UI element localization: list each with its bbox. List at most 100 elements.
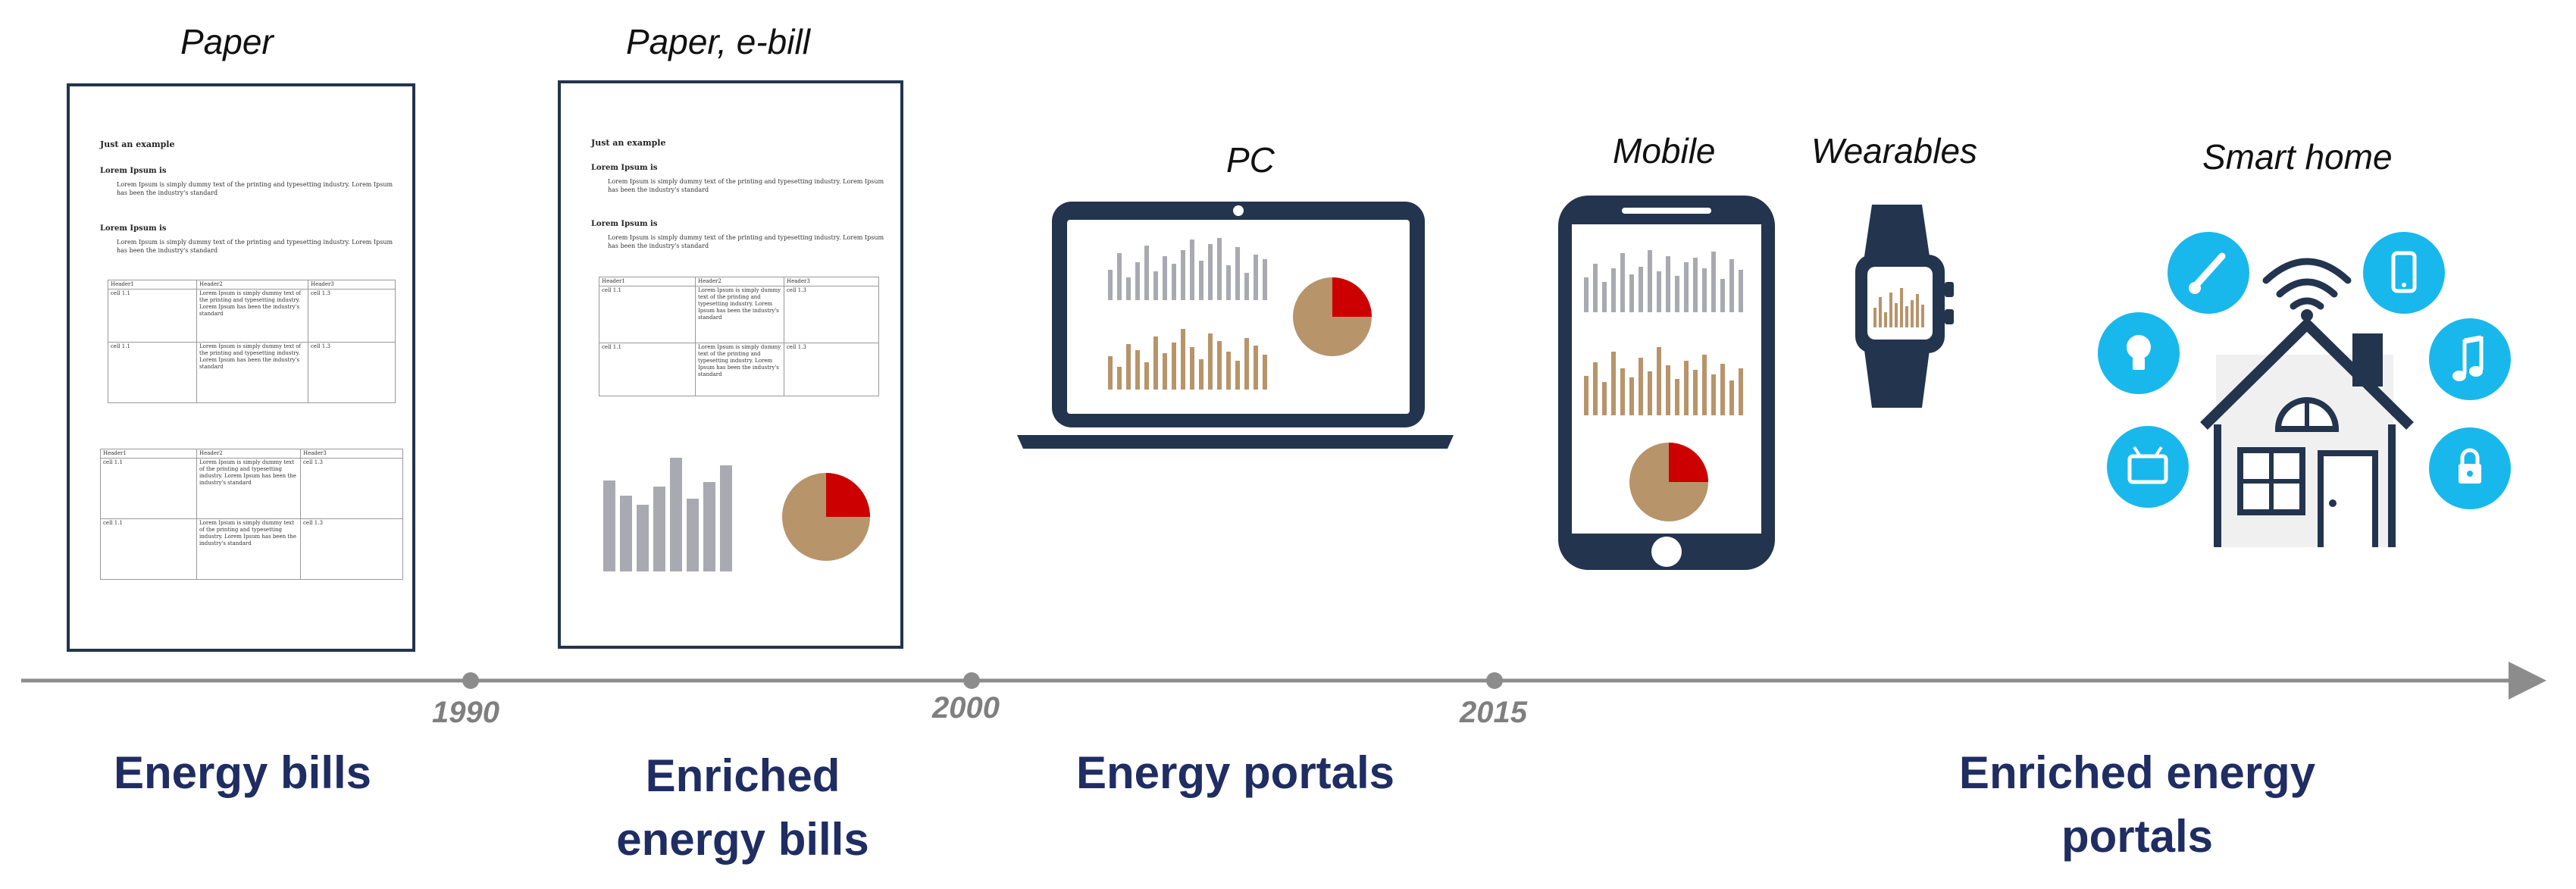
mini-bar: [1235, 247, 1240, 300]
timeline-marker-2000: [963, 672, 980, 689]
mini-bar: [1108, 270, 1113, 300]
mini-bar: [1693, 258, 1698, 312]
laptop-icon: [1017, 202, 1454, 449]
doc-paragraph: Lorem Ipsum is simply dummy text of the …: [608, 178, 884, 193]
music-head-2: [2469, 366, 2483, 377]
thermometer-icon: [2168, 232, 2249, 314]
mini-bar: [1226, 265, 1231, 300]
mini-bar: [1117, 367, 1122, 390]
mini-bar: [1163, 256, 1167, 300]
mini-bar: [1895, 303, 1898, 327]
mini-bar: [1144, 246, 1149, 300]
mini-bar: [1153, 337, 1158, 390]
mini-bar: [603, 480, 615, 571]
laptop-screen: [1067, 220, 1410, 414]
mini-bar: [1584, 277, 1588, 312]
mini-bar: [1739, 368, 1743, 415]
mini-bar: [1693, 370, 1698, 415]
mini-bar: [1711, 252, 1716, 312]
table-cell: Lorem Ipsum is simply dummy text of the …: [196, 289, 308, 343]
mini-bar: [1873, 308, 1876, 327]
lightbulb-icon: [2098, 312, 2180, 394]
smartwatch-icon: [1855, 205, 1954, 408]
watch-bars: [1873, 288, 1924, 327]
table-cell: cell 1.3: [300, 518, 403, 580]
mini-bar: [1144, 362, 1149, 390]
mini-bar: [637, 505, 649, 571]
era-enriched-bills-line2: energy bills: [616, 814, 869, 865]
laptop-camera: [1233, 205, 1244, 216]
doc-paragraph: Lorem Ipsum is simply dummy text of the …: [117, 181, 393, 196]
mini-bar: [1720, 364, 1725, 415]
era-enriched-portals-line1: Enriched energy: [1958, 747, 2316, 798]
watch-strap-top: [1864, 205, 1930, 256]
wifi-arc-outer: [2262, 258, 2352, 284]
table-cell: Lorem Ipsum is simply dummy text of the …: [196, 458, 301, 519]
mini-bar: [653, 487, 665, 571]
wifi-dot: [2301, 309, 2313, 321]
era-energy-portals: Energy portals: [1038, 741, 1432, 805]
mini-bar: [1648, 250, 1652, 312]
doc-table: Header1 Header2 Header3 cell 1.1 Lorem Ipsu…: [108, 280, 396, 403]
doc-paragraph: Lorem Ipsum is simply dummy text of the …: [117, 239, 393, 254]
mini-bar: [1611, 268, 1616, 312]
timeline-marker-1990: [462, 672, 479, 689]
mini-bar: [1916, 294, 1919, 327]
wifi-icon: [2262, 258, 2352, 321]
mini-bar: [1620, 253, 1625, 312]
mini-bar: [1620, 368, 1625, 415]
watch-crown-2: [1945, 309, 1954, 324]
table-cell: Lorem Ipsum is simply dummy text of the …: [196, 518, 301, 580]
mini-bar: [1244, 338, 1249, 390]
phone-pie-slice: [1669, 443, 1708, 482]
doc-table: Header1 Header2 Header3 cell 1.1 Lorem Ipsu…: [599, 277, 879, 396]
phone-glyph-button: [2402, 283, 2406, 287]
mini-bar: [1190, 347, 1194, 390]
doc-title: Just an example: [591, 138, 666, 148]
mini-bar: [1217, 341, 1222, 390]
mini-bar: [1263, 355, 1267, 390]
label-pc: PC: [1226, 140, 1275, 180]
paper-bill-document: Just an example Lorem Ipsum is Lorem Ips…: [67, 83, 415, 652]
doc-paragraph: Lorem Ipsum is simply dummy text of the …: [608, 234, 884, 249]
doc-heading: Lorem Ipsum is: [591, 164, 658, 172]
mini-bar: [1208, 333, 1213, 390]
mini-bar: [1108, 356, 1113, 390]
mini-bar: [1602, 382, 1607, 415]
wifi-arc-inner: [2290, 297, 2324, 310]
doc-heading: Lorem Ipsum is: [591, 220, 658, 228]
mini-bar: [1181, 329, 1185, 390]
ebill-pie-chart: [782, 473, 870, 561]
lightbulb-base: [2133, 358, 2145, 370]
era-energy-portals-text: Energy portals: [1075, 747, 1395, 798]
mini-bar: [1190, 239, 1194, 300]
mini-bar: [1153, 271, 1158, 300]
label-mobile: Mobile: [1613, 131, 1716, 171]
doc-heading: Lorem Ipsum is: [100, 167, 167, 175]
mini-bar: [1135, 350, 1140, 390]
label-paper: Paper: [180, 22, 274, 61]
mini-bar: [1702, 268, 1707, 312]
mini-bar: [703, 482, 715, 571]
era-enriched-bills: Enriched energy bills: [561, 744, 925, 872]
mini-bar: [1135, 262, 1140, 300]
mini-bar: [1666, 256, 1670, 312]
mini-bar: [1611, 352, 1616, 415]
mini-bar: [670, 458, 682, 571]
table-cell: cell 1.1: [108, 342, 197, 403]
music-head-1: [2452, 371, 2466, 381]
mini-bar: [1126, 277, 1131, 300]
lock-keyhole: [2467, 471, 2473, 477]
mini-bar: [1905, 306, 1908, 327]
mini-bar: [1172, 343, 1176, 390]
phone-gray-bars: [1584, 250, 1743, 312]
mini-bar: [1593, 362, 1598, 415]
music-note-icon: [2429, 318, 2511, 400]
mini-bar: [1639, 358, 1643, 415]
ebill-bar-chart: [603, 458, 732, 571]
smart-house-icon: [2200, 319, 2414, 547]
mini-bar: [1263, 259, 1267, 300]
phone-speaker: [1622, 208, 1711, 214]
